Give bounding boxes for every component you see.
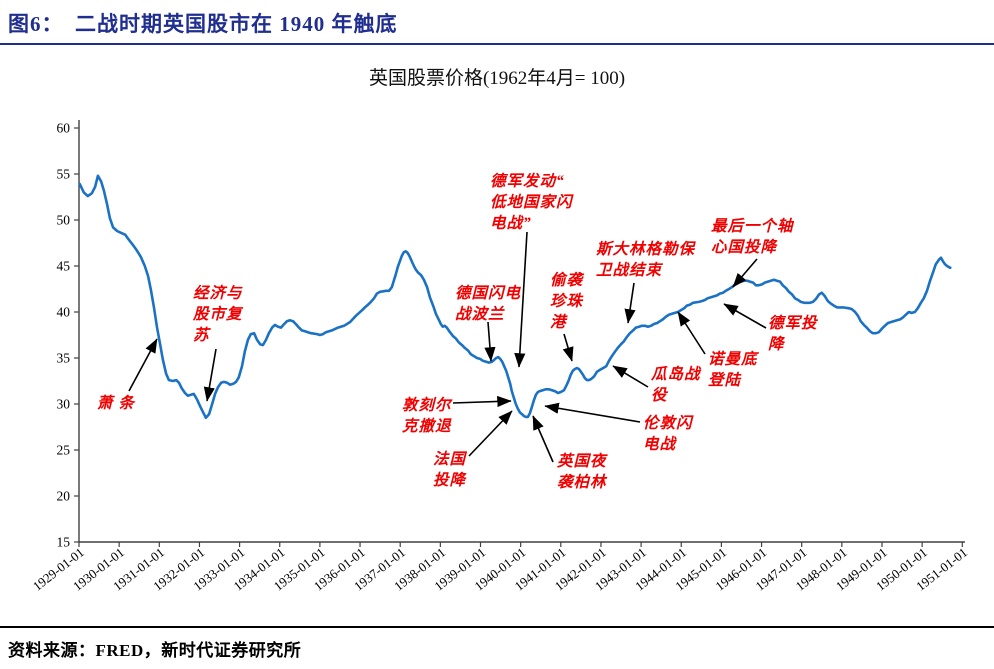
uk-stock-price-line [78,174,952,420]
annotation-line: 德军投 [768,315,818,332]
annotation-arrow-london-blitz [544,402,641,423]
annotation-pearl-harbor: 偷袭 珍珠港 [550,270,583,333]
annotation-arrow-pearl-harbor [562,333,574,362]
annotation-dunkirk: 敦刻尔 克撤退 [402,395,452,437]
source-note: 资料来源：FRED，新时代证券研究所 [8,641,302,660]
annotation-arrow-recovery [203,348,217,402]
annotation-line: 瓜岛战 [651,366,701,383]
footer-rule [0,626,994,628]
y-tick-label: 45 [57,259,71,274]
annotation-stalingrad-end: 斯大林格勒保 卫战结束 [596,239,695,281]
annotation-line: 珍珠 [550,293,584,310]
annotation-line: 伦敦闪 [643,415,693,432]
annotation-line: 港 [550,314,567,331]
y-tick-label: 30 [57,397,71,412]
annotation-line: 心国投降 [711,239,778,256]
annotation-line: 降 [768,336,785,353]
annotation-arrow-blitz-low-countries [514,231,528,368]
y-tick-label: 20 [57,489,71,504]
chart-title: 英国股票价格(1962年4月= 100) [368,68,626,89]
annotation-line: 卫战结束 [596,262,663,279]
annotation-line: 德国闪电 [455,285,522,302]
annotation-arrow-guadalcanal [612,365,649,388]
y-tick-label: 25 [57,443,71,458]
annotation-arrow-dunkirk [452,395,512,408]
y-tick-label: 15 [57,535,71,550]
y-tick-label: 35 [57,351,71,366]
y-tick-label: 50 [57,213,71,228]
annotation-line: 电战 [643,436,677,453]
annotation-recovery: 经济与 股市复苏 [193,283,243,346]
annotation-arrow-blitz-poland [484,321,496,362]
annotation-arrows [128,231,767,463]
annotation-line: 登陆 [708,372,742,389]
annotation-france-surrender: 法国 投降 [433,449,466,491]
annotation-line: 投降 [433,472,467,489]
annotation-line: 役 [651,387,668,404]
y-tick-label: 40 [57,305,71,320]
annotation-line: 萧 条 [97,395,135,412]
header-rule [0,43,994,45]
annotation-line: 诺曼底 [708,351,758,368]
annotation-blitz-poland: 德国闪电 战波兰 [455,283,521,325]
annotation-line: 偷袭 [550,272,584,289]
annotation-line: 股市复 [193,306,243,323]
annotation-normandy: 诺曼底 登陆 [708,349,758,391]
annotation-arrow-last-axis-surrender [732,258,758,288]
annotation-line: 低地国家闪 [490,194,573,211]
annotation-line: 战波兰 [455,306,505,323]
y-tick-label: 55 [57,167,71,182]
annotation-london-blitz: 伦敦闪 电战 [643,413,693,455]
annotation-arrow-normandy [677,311,706,355]
annotation-berlin-raid: 英国夜 袭柏林 [557,451,607,493]
annotation-line: 袭柏林 [557,474,607,491]
annotation-depression: 萧 条 [97,393,135,414]
annotation-arrow-france-surrender [468,410,513,457]
annotation-line: 德军发动“ [490,173,565,190]
annotation-line: 英国夜 [557,453,607,470]
annotation-line: 法国 [433,451,467,468]
annotation-line: 苏 [193,327,210,344]
annotation-germany-surrender: 德军投降 [768,313,818,355]
annotation-line: 克撤退 [402,418,452,435]
price-line-group [78,174,952,420]
annotation-line: 最后一个轴 [711,218,794,235]
annotation-arrow-depression [128,338,158,392]
annotation-arrow-stalingrad-end [624,282,636,324]
annotation-arrow-berlin-raid [532,415,554,463]
annotation-blitz-low-countries: 德军发动“ 低地国家闪电战” [490,171,573,234]
figure-title: 图6： 二战时期英国股市在 1940 年触底 [8,12,398,36]
annotation-line: 敦刻尔 [402,397,452,414]
y-tick-label: 60 [57,121,71,136]
annotation-guadalcanal: 瓜岛战役 [651,364,701,406]
annotation-line: 电战” [490,215,532,232]
annotation-last-axis-surrender: 最后一个轴 心国投降 [711,216,794,258]
annotation-arrow-germany-surrender [723,303,767,329]
annotation-line: 经济与 [193,285,243,302]
annotation-line: 斯大林格勒保 [596,241,696,258]
